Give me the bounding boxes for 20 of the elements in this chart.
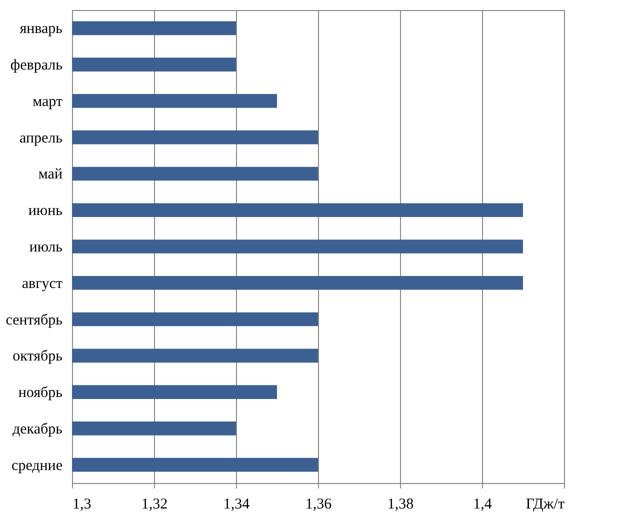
y-tick-label: март (32, 94, 63, 110)
y-tick-label: сентябрь (6, 312, 63, 328)
y-tick-label: ноябрь (18, 385, 63, 402)
y-tick-label: август (22, 276, 63, 292)
y-tick-label: июль (29, 240, 63, 256)
x-tick-label: 1,4 (473, 496, 492, 512)
x-tick-label: 1,32 (141, 496, 168, 512)
x-tick-label: 1,38 (387, 496, 414, 512)
x-tick-label: 1,3 (72, 496, 92, 512)
x-tick-label: 1,36 (305, 496, 332, 512)
y-tick-label: февраль (10, 58, 63, 74)
y-tick-label: апрель (20, 130, 63, 146)
y-tick-label: январь (20, 21, 63, 38)
y-tick-label: октябрь (12, 348, 63, 365)
y-tick-label: июнь (28, 203, 63, 220)
y-tick-label: средние (12, 458, 63, 474)
y-tick-label: декабрь (12, 421, 63, 438)
x-tick-label: ГДж/т (526, 496, 565, 512)
x-tick-label: 1,34 (223, 496, 250, 512)
y-tick-label: май (38, 166, 62, 183)
